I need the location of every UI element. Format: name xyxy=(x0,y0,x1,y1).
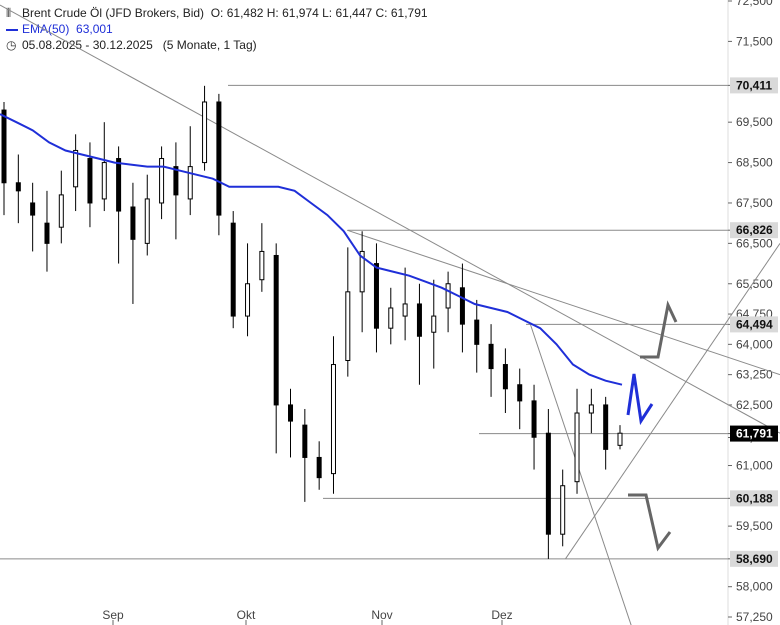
candle-body xyxy=(44,222,50,244)
candle-body xyxy=(517,384,523,402)
candle-body xyxy=(330,364,336,475)
price-label-box xyxy=(730,490,778,507)
ema-legend-line-icon xyxy=(6,28,18,31)
header-ema: EMA(50) 63,001 xyxy=(6,22,113,36)
candle-body xyxy=(15,182,21,192)
header-instrument: ⫴ Brent Crude Öl (JFD Brokers, Bid) O: 61… xyxy=(6,6,428,20)
y-tick-label: 65,500 xyxy=(736,277,773,291)
price-label-text: 66,826 xyxy=(736,223,773,237)
x-tick-label: Okt xyxy=(237,608,256,622)
candle-body xyxy=(202,101,208,164)
instrument-label: Brent Crude Öl (JFD Brokers, Bid) xyxy=(22,6,205,20)
candle-body xyxy=(574,412,580,483)
candle-body xyxy=(560,485,566,535)
ema-line xyxy=(0,113,623,386)
date-range: 05.08.2025 - 30.12.2025 xyxy=(22,38,153,52)
y-tick-label: 62,500 xyxy=(736,398,773,412)
candle-body xyxy=(545,432,551,535)
price-label-text: 70,411 xyxy=(736,78,772,92)
candle-body xyxy=(431,315,437,333)
y-tick-label: 72,500 xyxy=(736,0,773,8)
candles-icon: ⫴ xyxy=(6,6,12,20)
price-label-box xyxy=(730,316,778,333)
trendline xyxy=(346,229,780,376)
price-label-box xyxy=(730,222,778,239)
ema-value: 63,001 xyxy=(76,22,113,36)
candle-body xyxy=(345,291,351,362)
y-tick-label: 61,000 xyxy=(736,459,773,473)
candle-body xyxy=(116,158,122,212)
x-tick-label: Nov xyxy=(371,608,392,622)
price-label-text: 61,791 xyxy=(736,427,773,441)
candle-body xyxy=(445,283,451,309)
candle-body xyxy=(30,202,36,216)
candle-body xyxy=(245,283,251,317)
candle-body xyxy=(58,194,64,228)
candle-body xyxy=(159,158,165,204)
y-tick-label: 67,500 xyxy=(736,196,773,210)
price-label-text: 60,188 xyxy=(736,491,773,505)
price-label-text: 58,690 xyxy=(736,552,773,566)
candle-body xyxy=(173,166,179,196)
clock-icon: ◷ xyxy=(6,38,17,52)
x-tick-label: Sep xyxy=(102,608,124,622)
candle-body xyxy=(459,287,465,325)
y-tick-label: 59,500 xyxy=(736,519,773,533)
candle-body xyxy=(288,404,294,422)
y-tick-label: 58,000 xyxy=(736,580,773,594)
x-tick-label: Dez xyxy=(491,608,512,622)
candle-body xyxy=(402,303,408,317)
candle-body xyxy=(130,206,136,240)
candle-body xyxy=(388,307,394,329)
candle-body xyxy=(302,424,308,458)
y-tick-label: 64,000 xyxy=(736,337,773,351)
candle-body xyxy=(588,404,594,414)
price-label-box xyxy=(730,550,778,567)
price-label-box xyxy=(730,425,778,442)
candle-body xyxy=(259,250,265,281)
ohlc-readout: O: 61,482 H: 61,974 L: 61,447 C: 61,791 xyxy=(210,6,428,20)
y-tick-label: 68,500 xyxy=(736,156,773,170)
trendline xyxy=(565,243,780,560)
bullish-arrow-icon xyxy=(640,300,678,359)
candle-body xyxy=(1,109,7,184)
price-label-text: 64,494 xyxy=(736,317,773,331)
trendline xyxy=(0,4,780,434)
candle-body xyxy=(73,149,79,188)
candle-body xyxy=(316,456,322,479)
candle-body xyxy=(502,364,508,390)
candle-body xyxy=(101,162,107,200)
candle-body xyxy=(474,319,480,345)
candle-body xyxy=(216,101,222,216)
period-label: (5 Monate, 1 Tag) xyxy=(162,38,257,52)
candle-body xyxy=(187,166,193,200)
ema-label: EMA(50) xyxy=(22,22,70,36)
candle-body xyxy=(416,303,422,337)
candle-body xyxy=(603,404,609,450)
y-tick-label: 63,250 xyxy=(736,368,773,382)
trendline xyxy=(529,324,632,625)
candle-body xyxy=(531,400,537,438)
candle-body xyxy=(273,254,279,406)
header-range: ◷ 05.08.2025 - 30.12.2025 (5 Monate, 1 Ta… xyxy=(6,38,257,52)
price-label-box xyxy=(730,77,778,94)
y-tick-label: 66,500 xyxy=(736,236,773,250)
y-tick-label: 57,250 xyxy=(736,610,773,624)
candle-body xyxy=(144,198,150,244)
candle-body xyxy=(488,343,494,370)
candle-body xyxy=(373,263,379,329)
bearish-arrow-icon xyxy=(628,493,672,552)
y-tick-label: 69,500 xyxy=(736,115,773,129)
candle-body xyxy=(87,158,93,204)
y-tick-label: 71,500 xyxy=(736,34,773,48)
candle-body xyxy=(617,432,623,446)
blue-zigzag-arrow-icon xyxy=(626,373,654,426)
candle-body xyxy=(359,250,365,293)
candle-body xyxy=(230,222,236,317)
